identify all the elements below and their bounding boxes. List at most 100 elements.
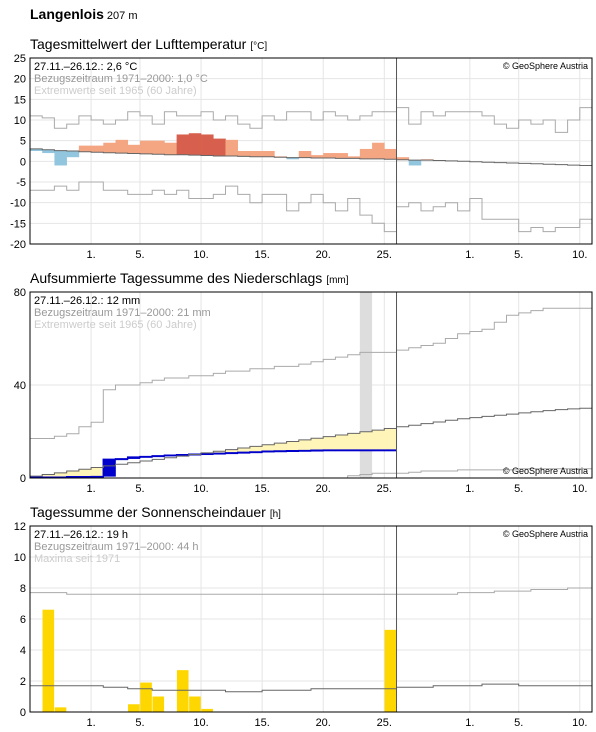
temperature-bar [201,134,214,156]
sunshine-bar [201,708,213,712]
precip-deficit-area [274,443,287,452]
sunshine-title-text: Tagessumme der Sonnenscheindauer [30,504,266,520]
copyright-credit: © GeoSphere Austria [503,529,588,539]
temperature-bar [152,140,165,155]
x-tick-label: 5. [135,483,144,495]
precip-deficit-area [384,428,397,451]
sunshine-climate-line [30,683,592,693]
precip-deficit-area [298,439,312,451]
station-header: Langenlois 207 m [30,6,137,22]
temperature-bar [311,155,324,159]
sunshine-bar [152,696,165,712]
precip-chart-title: Aufsummierte Tagessumme des Niederschlag… [30,270,349,286]
temperature-bar [249,151,263,157]
precip-deficit-area [347,433,361,451]
info-extremes-note: Extremwerte seit 1965 (60 Jahre) [34,319,197,331]
station-name: Langenlois [30,6,104,22]
x-tick-label: 1. [86,249,95,261]
info-period-value: 27.11.–26.12.: 2,6 °C [34,61,137,73]
precip-deficit-area [237,448,251,453]
temperature-bar [30,148,43,151]
x-tick-label: 10. [193,249,208,261]
y-tick-label: 10 [14,552,26,564]
x-tick-label: 5. [135,249,144,261]
sunshine-bar [54,707,67,712]
x-tick-label: 1. [465,483,474,495]
x-tick-label: 5. [135,717,144,729]
sunshine-chart-title: Tagessumme der Sonnenscheindauer [h] [30,504,281,520]
copyright-credit: © GeoSphere Austria [503,466,588,476]
x-tick-label: 20. [316,717,331,729]
temperature-bar [103,142,116,153]
sunshine-bar [176,670,189,712]
x-tick-label: 5. [514,249,523,261]
precip-deficit-area [262,444,275,452]
x-tick-label: 25. [377,249,392,261]
y-tick-label: 8 [20,583,26,595]
precip-deficit-area [286,441,300,451]
y-tick-label: 10 [14,115,26,127]
precip-deficit-area [78,469,92,477]
temperature-bar [323,153,336,159]
plot-border [29,57,593,245]
x-tick-label: 5. [514,483,523,495]
precip-title-text: Aufsummierte Tagessumme des Niederschlag… [30,270,323,286]
precip-deficit-area [54,472,67,478]
temperature-chart-title: Tagesmittelwert der Lufttemperatur [°C] [30,36,267,52]
y-tick-label: 12 [14,521,26,533]
sunshine-bar [42,609,55,712]
y-tick-label: 20 [14,74,26,86]
y-tick-label: 5 [20,136,26,148]
precip-deficit-area [323,436,336,451]
info-extremes-note: Maxima seit 1971 [34,553,120,565]
precip-deficit-area [249,446,263,452]
precip-deficit-area [311,438,324,451]
x-tick-label: 10. [572,249,587,261]
y-tick-label: 40 [14,380,26,392]
precip-accumulation-bar [127,457,141,459]
precip-deficit-area [42,474,55,478]
precip-deficit-area [91,467,104,477]
x-tick-label: 10. [193,483,208,495]
station-altitude: 207 m [106,10,138,22]
temperature-bar [188,133,202,156]
info-extremes-note: Extremwerte seit 1965 (60 Jahre) [34,85,197,97]
y-tick-label: 6 [20,614,26,626]
y-tick-label: 80 [14,287,26,299]
precipitation-chart: 0 40 80 1. 5. 10. 15. 20. 25. 1. 5. 10. 27.11.–26.12… [14,287,593,495]
temperature-bar [42,149,55,154]
y-tick-label: -15 [10,218,26,230]
temperature-bar [372,142,385,159]
temperature-bar [335,153,348,159]
info-reference-value: Bezugszeitraum 1971–2000: 21 mm [34,307,211,319]
x-tick-label: 25. [377,483,392,495]
temperature-bar [176,134,190,155]
temperature-unit: [°C] [250,41,268,52]
precip-unit: [mm] [326,275,349,286]
precip-deficit-area [372,430,385,451]
y-tick-label: -10 [10,198,26,210]
sunshine-bar [384,629,397,712]
precip-deficit-area [359,431,373,451]
x-tick-label: 5. [514,717,523,729]
sunshine-chart: 0 2 4 6 8 10 12 1. 5. 10. 15. 20. 25. 1. 5. 10. 27.11.–2… [14,521,593,729]
x-tick-label: 1. [86,483,95,495]
y-tick-label: 0 [20,156,26,168]
x-tick-label: 10. [572,717,587,729]
info-reference-value: Bezugszeitraum 1971–2000: 1,0 °C [34,73,208,85]
x-tick-label: 20. [316,483,331,495]
x-tick-label: 10. [572,483,587,495]
sunshine-bar [140,682,152,712]
precip-deficit-area [213,451,226,454]
temperature-bar [139,140,153,154]
x-tick-label: 1. [86,717,95,729]
temperature-bar [115,139,129,154]
y-tick-label: -5 [16,177,26,189]
temperature-bar [298,151,312,158]
temperature-climate-line [30,148,592,166]
sunshine-bar [189,696,201,712]
temperature-bar [66,151,80,158]
temperature-bar [396,157,410,160]
y-tick-label: 15 [14,94,26,106]
y-tick-label: 0 [20,707,26,719]
